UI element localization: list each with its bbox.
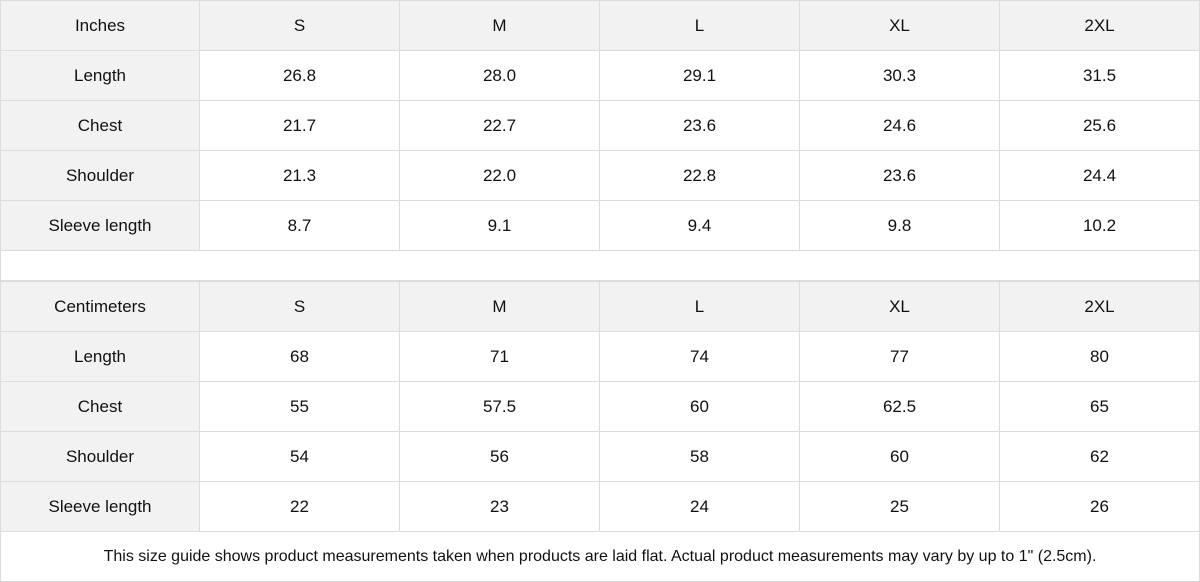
size-header: XL bbox=[800, 1, 1000, 51]
measurement-value: 60 bbox=[800, 432, 1000, 482]
measurement-value: 22.8 bbox=[600, 151, 800, 201]
measurement-value: 22 bbox=[200, 482, 400, 532]
measurement-value: 60 bbox=[600, 382, 800, 432]
measurement-label: Shoulder bbox=[0, 151, 200, 201]
measurement-value: 65 bbox=[1000, 382, 1200, 432]
measurement-value: 10.2 bbox=[1000, 201, 1200, 251]
measurement-label: Sleeve length bbox=[0, 201, 200, 251]
measurement-label: Length bbox=[0, 332, 200, 382]
size-header: S bbox=[200, 282, 400, 332]
size-header: L bbox=[600, 1, 800, 51]
measurement-value: 30.3 bbox=[800, 51, 1000, 101]
size-header: L bbox=[600, 282, 800, 332]
measurement-label: Chest bbox=[0, 101, 200, 151]
size-header: M bbox=[400, 282, 600, 332]
measurement-value: 77 bbox=[800, 332, 1000, 382]
measurement-value: 56 bbox=[400, 432, 600, 482]
unit-header: Inches bbox=[0, 1, 200, 51]
measurement-label: Chest bbox=[0, 382, 200, 432]
measurement-value: 71 bbox=[400, 332, 600, 382]
measurement-value: 55 bbox=[200, 382, 400, 432]
measurement-value: 62.5 bbox=[800, 382, 1000, 432]
measurement-value: 58 bbox=[600, 432, 800, 482]
measurement-label: Sleeve length bbox=[0, 482, 200, 532]
measurement-value: 74 bbox=[600, 332, 800, 382]
measurement-value: 23 bbox=[400, 482, 600, 532]
measurement-value: 28.0 bbox=[400, 51, 600, 101]
measurement-label: Shoulder bbox=[0, 432, 200, 482]
measurement-value: 9.8 bbox=[800, 201, 1000, 251]
measurement-value: 68 bbox=[200, 332, 400, 382]
size-guide-note: This size guide shows product measuremen… bbox=[0, 532, 1200, 582]
size-header: S bbox=[200, 1, 400, 51]
measurement-value: 24 bbox=[600, 482, 800, 532]
measurement-label: Length bbox=[0, 51, 200, 101]
measurement-value: 26 bbox=[1000, 482, 1200, 532]
centimeters-size-table: Centimeters S M L XL 2XL Length 68 71 74 77 80 Chest… bbox=[0, 281, 1200, 532]
measurement-value: 54 bbox=[200, 432, 400, 482]
measurement-value: 25.6 bbox=[1000, 101, 1200, 151]
unit-header: Centimeters bbox=[0, 282, 200, 332]
measurement-value: 9.1 bbox=[400, 201, 600, 251]
size-header: XL bbox=[800, 282, 1000, 332]
measurement-value: 25 bbox=[800, 482, 1000, 532]
measurement-value: 80 bbox=[1000, 332, 1200, 382]
measurement-value: 22.0 bbox=[400, 151, 600, 201]
measurement-value: 8.7 bbox=[200, 201, 400, 251]
measurement-value: 22.7 bbox=[400, 101, 600, 151]
size-header: 2XL bbox=[1000, 1, 1200, 51]
size-header: 2XL bbox=[1000, 282, 1200, 332]
measurement-value: 24.4 bbox=[1000, 151, 1200, 201]
measurement-value: 9.4 bbox=[600, 201, 800, 251]
measurement-value: 21.3 bbox=[200, 151, 400, 201]
size-header: M bbox=[400, 1, 600, 51]
inches-size-table: Inches S M L XL 2XL Length 26.8 28.0 29.1 30.3 31.5… bbox=[0, 0, 1200, 251]
measurement-value: 24.6 bbox=[800, 101, 1000, 151]
measurement-value: 31.5 bbox=[1000, 51, 1200, 101]
measurement-value: 57.5 bbox=[400, 382, 600, 432]
measurement-value: 23.6 bbox=[800, 151, 1000, 201]
measurement-value: 23.6 bbox=[600, 101, 800, 151]
measurement-value: 62 bbox=[1000, 432, 1200, 482]
measurement-value: 26.8 bbox=[200, 51, 400, 101]
measurement-value: 29.1 bbox=[600, 51, 800, 101]
table-spacer bbox=[0, 251, 1200, 281]
measurement-value: 21.7 bbox=[200, 101, 400, 151]
